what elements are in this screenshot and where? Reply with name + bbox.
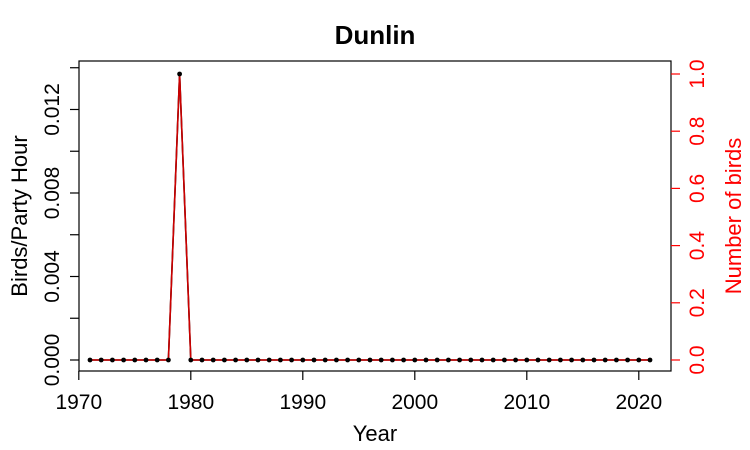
y2-tick-label: 0.0	[686, 345, 709, 374]
data-point	[154, 357, 160, 363]
data-point	[580, 357, 586, 363]
y2-tick-label: 0.6	[686, 174, 709, 203]
x-axis: 1970 1980 1990 2000 2010 2020	[55, 371, 662, 414]
data-point	[423, 357, 429, 363]
data-point	[367, 357, 373, 363]
data-point	[188, 357, 194, 363]
data-point	[636, 357, 642, 363]
data-point	[378, 357, 384, 363]
data-point	[591, 357, 597, 363]
data-point	[132, 357, 138, 363]
y-tick-label: 0.004	[41, 250, 64, 303]
data-point	[502, 357, 507, 363]
x-tick-label: 2010	[503, 391, 550, 414]
y-tick-label: 0.012	[41, 83, 64, 136]
y-tick-label: 0.000	[41, 334, 64, 387]
data-point	[210, 357, 216, 363]
y2-tick-label: 0.4	[686, 231, 709, 261]
plot-box	[78, 60, 672, 372]
data-point	[222, 357, 227, 363]
data-point	[199, 357, 205, 363]
data-point	[322, 357, 328, 363]
data-point	[535, 357, 541, 363]
data-point	[446, 357, 451, 363]
data-point	[278, 357, 283, 363]
y-tick-label: 0.008	[41, 167, 64, 220]
data-point	[356, 357, 362, 363]
data-point	[546, 357, 552, 363]
data-point	[244, 357, 250, 363]
data-point	[625, 357, 630, 363]
data-point	[233, 357, 239, 363]
data-point	[266, 357, 272, 363]
y2-tick-label: 0.2	[686, 288, 709, 317]
y2-axis-label: Number of birds	[721, 138, 746, 295]
data-point	[479, 357, 485, 363]
data-point	[513, 357, 518, 363]
x-tick-label: 2000	[391, 391, 438, 414]
data-point	[87, 357, 93, 363]
y2-tick-label: 1.0	[686, 59, 709, 88]
data-point	[311, 357, 317, 363]
data-point	[98, 357, 104, 363]
data-point	[166, 357, 171, 363]
data-point	[401, 357, 406, 363]
series-layer	[87, 71, 653, 363]
y-axis-label: Birds/Party Hour	[7, 135, 32, 296]
series-line-number-of-birds	[90, 73, 650, 361]
data-point	[121, 357, 126, 363]
data-point	[345, 357, 350, 363]
data-point	[412, 357, 418, 363]
data-point	[490, 357, 496, 363]
data-point	[558, 357, 563, 363]
data-point	[334, 357, 339, 363]
y2-tick-label: 0.8	[686, 117, 709, 146]
x-tick-label: 1990	[279, 391, 326, 414]
data-point	[110, 357, 115, 363]
data-point	[177, 71, 183, 77]
data-point	[434, 357, 440, 363]
data-point	[569, 357, 574, 363]
x-axis-label: Year	[353, 421, 397, 446]
data-point	[468, 357, 474, 363]
y2-axis: 0.0 0.2 0.4 0.6 0.8 1.0	[671, 59, 709, 375]
data-point	[143, 357, 149, 363]
y-axis: 0.000 0.004 0.008 0.012	[41, 67, 79, 387]
data-point	[289, 357, 294, 363]
data-point	[524, 357, 530, 363]
data-point	[300, 357, 306, 363]
data-point	[390, 357, 395, 363]
x-tick-label: 2020	[615, 391, 662, 414]
data-point	[647, 357, 653, 363]
x-tick-label: 1970	[55, 391, 102, 414]
x-tick-label: 1980	[167, 391, 214, 414]
data-point	[614, 357, 619, 363]
data-point	[255, 357, 261, 363]
chart-title: Dunlin	[335, 20, 416, 50]
data-point	[457, 357, 462, 363]
data-point	[602, 357, 608, 363]
